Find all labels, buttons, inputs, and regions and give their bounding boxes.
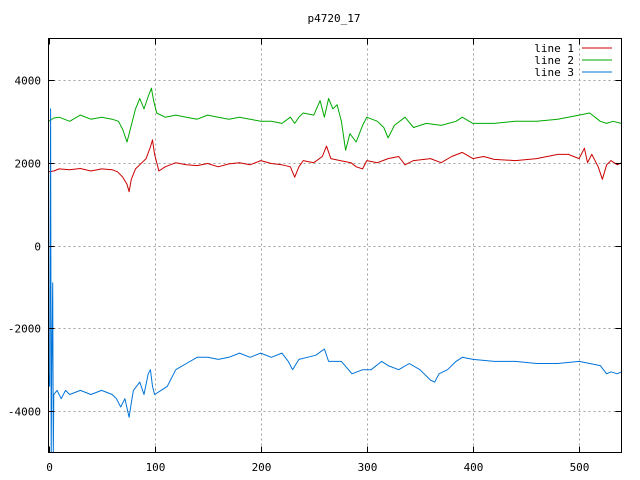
axis-ticks: 0 100 200 300 400 500 -4000 -2000 0 2000 4000	[8, 38, 622, 474]
x-tick-label: 100	[146, 461, 166, 474]
x-tick-label: 0	[46, 461, 53, 474]
grid	[48, 38, 622, 453]
y-tick-label: 0	[34, 241, 41, 254]
x-tick-label: 500	[570, 461, 590, 474]
series-line-2	[48, 87, 622, 151]
x-tick-label: 200	[252, 461, 272, 474]
legend-label-2: line 2	[534, 54, 574, 67]
y-tick-label: -2000	[8, 323, 41, 336]
plot-frame	[48, 38, 622, 453]
series-line-1	[48, 139, 622, 193]
y-tick-label: -4000	[8, 406, 41, 419]
series-layer	[48, 87, 622, 453]
x-tick-label: 400	[464, 461, 484, 474]
y-tick-label: 2000	[15, 158, 42, 171]
y-tick-label: 4000	[15, 75, 42, 88]
chart-title: p4720_17	[308, 12, 361, 25]
legend-label-1: line 1	[534, 42, 574, 55]
x-tick-label: 300	[358, 461, 378, 474]
legend-label-3: line 3	[534, 66, 574, 79]
series-line-3	[48, 108, 622, 453]
